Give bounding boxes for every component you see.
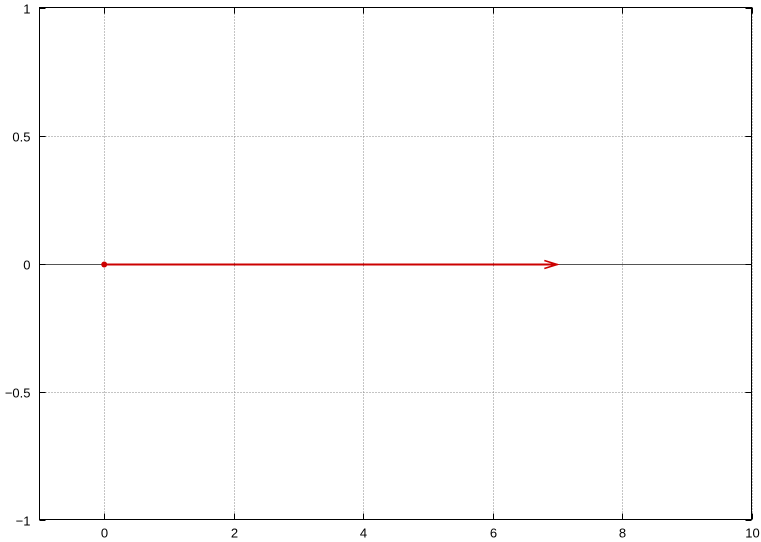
y-tick-label: −0.5 (5, 386, 31, 401)
series-layer (101, 259, 560, 270)
y-tick-label: 0.5 (12, 130, 30, 145)
x-axis-ticks: 0 2 4 6 8 10 (101, 7, 760, 541)
x-tick-label: 4 (360, 526, 367, 541)
y-tick-label: 1 (23, 2, 30, 17)
y-tick-label: −1 (16, 514, 31, 529)
x-tick-label: 0 (101, 526, 108, 541)
plot-frame (39, 7, 752, 520)
x-tick-label: 10 (745, 526, 759, 541)
x-tick-label: 8 (619, 526, 626, 541)
x-tick-label: 2 (231, 526, 238, 541)
vector-arrowhead (544, 259, 560, 270)
y-tick-label: 0 (23, 258, 30, 273)
vector-start-point (101, 261, 108, 268)
x-tick-label: 6 (490, 526, 497, 541)
y-axis-ticks: −1 −0.5 0 0.5 1 (5, 2, 752, 529)
